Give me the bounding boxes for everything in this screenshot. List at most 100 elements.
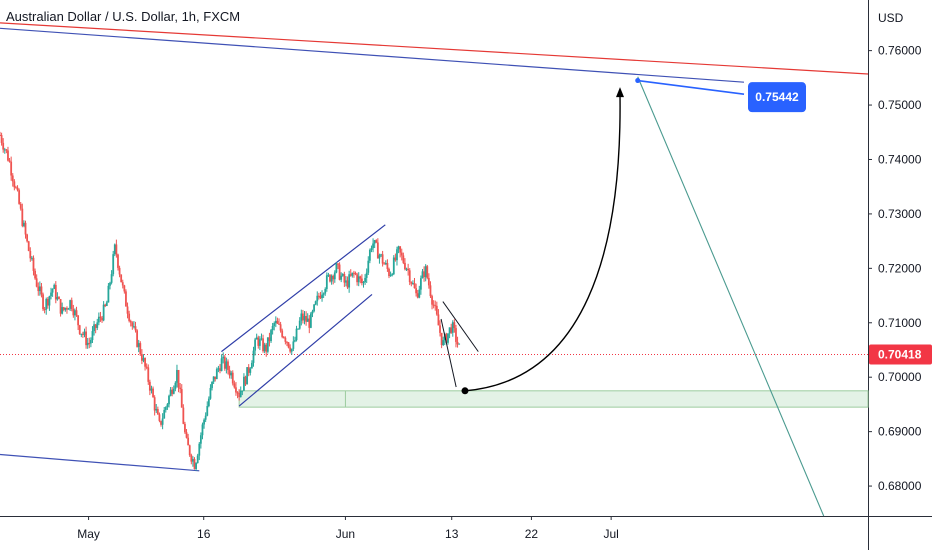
candle-up — [222, 356, 225, 359]
candle-down — [429, 285, 432, 297]
candle-up — [51, 288, 54, 293]
candle-up — [368, 249, 371, 261]
candle-up — [424, 266, 427, 278]
candle-down — [185, 432, 188, 438]
candle-down — [118, 267, 121, 275]
candle-up — [313, 304, 315, 312]
candle-up — [372, 243, 374, 249]
candle-up — [263, 344, 266, 352]
candle-down — [147, 367, 150, 382]
candle-down — [77, 315, 80, 326]
candle-up — [69, 300, 72, 309]
candle-down — [284, 337, 287, 342]
candle-up — [50, 292, 52, 297]
candle-down — [129, 320, 132, 323]
candle-down — [148, 381, 151, 391]
candle-up — [294, 340, 296, 342]
candle-down — [376, 242, 379, 259]
candle-up — [397, 246, 400, 250]
candle-up — [252, 350, 255, 363]
candle-down — [423, 271, 425, 278]
candle-down — [125, 291, 127, 307]
candle-up — [309, 313, 312, 328]
target-price-badge — [748, 82, 806, 113]
candle-up — [362, 282, 365, 284]
candle-down — [62, 307, 65, 310]
candle-up — [373, 240, 376, 244]
forecast-arrow-head — [616, 87, 624, 98]
candle-up — [198, 443, 201, 456]
candle-up — [176, 369, 178, 383]
x-tick-label: 16 — [197, 527, 211, 541]
candle-down — [11, 175, 14, 182]
candle-up — [230, 372, 233, 376]
candle-up — [295, 328, 298, 341]
candle-up — [211, 381, 213, 388]
candle-down — [117, 254, 119, 268]
candle-down — [171, 389, 174, 394]
candle-up — [217, 368, 220, 370]
candle-up — [298, 320, 301, 329]
candle-down — [268, 337, 271, 342]
candle-down — [346, 280, 349, 288]
y-tick-label: 0.74000 — [878, 152, 922, 166]
candle-up — [142, 358, 145, 361]
candle-down — [427, 278, 430, 286]
candle-down — [15, 187, 17, 189]
candle-up — [330, 275, 333, 282]
candle-down — [156, 409, 159, 415]
x-tick-label: 13 — [445, 527, 459, 541]
candle-down — [78, 325, 81, 334]
candle-down — [34, 270, 36, 279]
candle-up — [93, 324, 95, 332]
candle-down — [144, 358, 146, 367]
candle-down — [42, 294, 44, 310]
candle-down — [456, 341, 459, 345]
candle-down — [180, 389, 183, 408]
candle-up — [442, 340, 445, 346]
candle-down — [152, 388, 154, 398]
candle-down — [160, 420, 162, 425]
candle-down — [120, 274, 123, 283]
candle-down — [281, 330, 284, 337]
candle-down — [82, 333, 84, 335]
candle-down — [236, 392, 239, 394]
candle-up — [107, 285, 110, 303]
candle-down — [383, 263, 386, 265]
candle-down — [0, 135, 3, 143]
currency-label: USD — [878, 11, 904, 25]
candle-down — [13, 181, 16, 188]
x-tick-label: Jun — [336, 527, 355, 541]
candle-up — [110, 274, 113, 283]
candle-down — [286, 341, 288, 343]
channel-lower-line — [238, 294, 373, 407]
candle-up — [56, 296, 59, 300]
candle-down — [75, 310, 78, 316]
candle-down — [59, 299, 62, 314]
candle-down — [26, 234, 29, 242]
candle-up — [67, 308, 70, 310]
candle-down — [193, 459, 196, 470]
candle-down — [388, 268, 390, 277]
candle-up — [270, 330, 272, 342]
candle-up — [161, 418, 164, 425]
candle-down — [182, 407, 185, 424]
candle-up — [112, 254, 115, 275]
candle-down — [338, 264, 341, 280]
candle-down — [21, 208, 24, 226]
candle-up — [225, 361, 228, 369]
x-tick-label: May — [77, 527, 100, 541]
candle-down — [29, 250, 32, 259]
candle-down — [434, 305, 437, 307]
candle-down — [40, 286, 43, 295]
candle-up — [174, 382, 177, 389]
candle-up — [290, 348, 293, 352]
candle-down — [238, 393, 241, 398]
candle-down — [235, 387, 237, 393]
candle-up — [196, 455, 199, 464]
candle-up — [451, 322, 454, 333]
candle-down — [140, 354, 143, 361]
candle-up — [306, 318, 309, 322]
candle-down — [319, 295, 322, 299]
